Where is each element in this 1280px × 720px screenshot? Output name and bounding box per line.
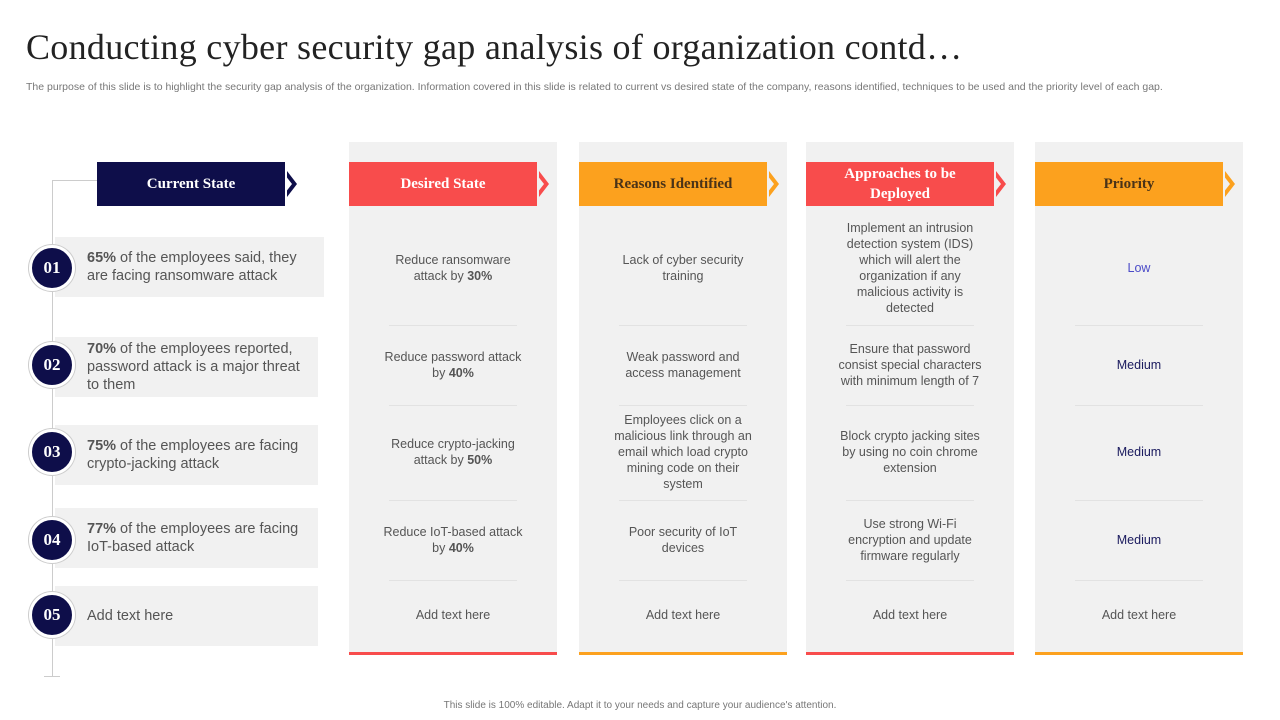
row-divider [846, 325, 974, 326]
row-text: 77% of the employees are facing IoT-base… [87, 521, 299, 555]
timeline-connector [52, 180, 97, 181]
step-number-badge: 03 [29, 429, 75, 475]
row-divider [389, 500, 517, 501]
priority-cell: Add text here [1101, 608, 1177, 622]
row-divider [619, 405, 747, 406]
step-number-badge: 01 [29, 245, 75, 291]
reasons-cell: Poor security of IoT devices [628, 525, 738, 555]
row-divider [389, 405, 517, 406]
chevron-right-icon [539, 171, 549, 197]
row-text: 65% of the employees said, they are faci… [87, 250, 297, 284]
row-text: Add text here [87, 608, 174, 624]
desired-cell: Add text here [415, 608, 491, 622]
priority-header: Priority [1035, 162, 1223, 206]
approaches-cell: Block crypto jacking sites by using no c… [840, 429, 980, 475]
approaches-cell: Use strong Wi-Fi encryption and update f… [848, 517, 972, 563]
timeline-end [44, 676, 60, 677]
chevron-notch [994, 175, 1001, 193]
desired-cell: Reduce password attack by 40% [384, 350, 522, 380]
row-text: 75% of the employees are facing crypto-j… [87, 438, 299, 472]
chevron-notch [537, 175, 544, 193]
reasons-column: Lack of cyber security training Weak pass… [579, 142, 787, 655]
step-number-badge: 02 [29, 342, 75, 388]
current-state-row: Add text here [55, 586, 318, 646]
approaches-header: Approaches to be Deployed [806, 162, 994, 206]
desired-cell: Reduce IoT-based attack by 40% [383, 525, 523, 555]
current-state-row: 77% of the employees are facing IoT-base… [55, 508, 318, 568]
priority-column: Low Medium Medium Medium Add text here [1035, 142, 1243, 655]
priority-cell: Medium [1116, 358, 1162, 372]
desired-column: Reduce ransomware attack by 30% Reduce pa… [349, 142, 557, 655]
row-divider [619, 500, 747, 501]
step-number-badge: 05 [29, 592, 75, 638]
footer-note: This slide is 100% editable. Adapt it to… [443, 700, 837, 711]
chevron-right-icon [996, 171, 1006, 197]
row-divider [846, 500, 974, 501]
current-state-row: 70% of the employees reported, password … [55, 337, 318, 397]
approaches-column: Implement an intrusion detection system … [806, 142, 1014, 655]
desired-cell: Reduce ransomware attack by 30% [395, 253, 511, 283]
desired-cell: Reduce crypto-jacking attack by 50% [391, 437, 515, 467]
approaches-cell: Add text here [872, 608, 948, 622]
chevron-notch [767, 175, 774, 193]
row-divider [846, 405, 974, 406]
step-number-badge: 04 [29, 517, 75, 563]
priority-cell: Low [1127, 261, 1151, 275]
row-divider [389, 580, 517, 581]
current-state-row: 75% of the employees are facing crypto-j… [55, 425, 318, 485]
reasons-cell: Lack of cyber security training [622, 253, 744, 283]
current-state-header: Current State [97, 162, 285, 206]
chevron-right-icon [1225, 171, 1235, 197]
chevron-notch [285, 175, 292, 193]
row-divider [619, 325, 747, 326]
row-divider [846, 580, 974, 581]
desired-header: Desired State [349, 162, 537, 206]
reasons-header: Reasons Identified [579, 162, 767, 206]
row-divider [1075, 580, 1203, 581]
row-divider [1075, 325, 1203, 326]
row-divider [619, 580, 747, 581]
chevron-right-icon [769, 171, 779, 197]
row-divider [1075, 500, 1203, 501]
reasons-cell: Weak password and access management [625, 350, 741, 380]
chevron-right-icon [287, 171, 297, 197]
row-divider [1075, 405, 1203, 406]
timeline-line [52, 180, 53, 676]
approaches-cell: Ensure that password consist special cha… [838, 342, 982, 388]
row-text: 70% of the employees reported, password … [87, 341, 300, 393]
approaches-cell: Implement an intrusion detection system … [846, 221, 974, 315]
slide-title: Conducting cyber security gap analysis o… [26, 27, 963, 67]
row-divider [389, 325, 517, 326]
chevron-notch [1223, 175, 1230, 193]
current-state-row: 65% of the employees said, they are faci… [55, 237, 324, 297]
reasons-cell: Employees click on a malicious link thro… [614, 413, 752, 491]
reasons-cell: Add text here [645, 608, 721, 622]
priority-cell: Medium [1116, 445, 1162, 459]
slide-subtitle: The purpose of this slide is to highligh… [26, 81, 1163, 93]
priority-cell: Medium [1116, 533, 1162, 547]
